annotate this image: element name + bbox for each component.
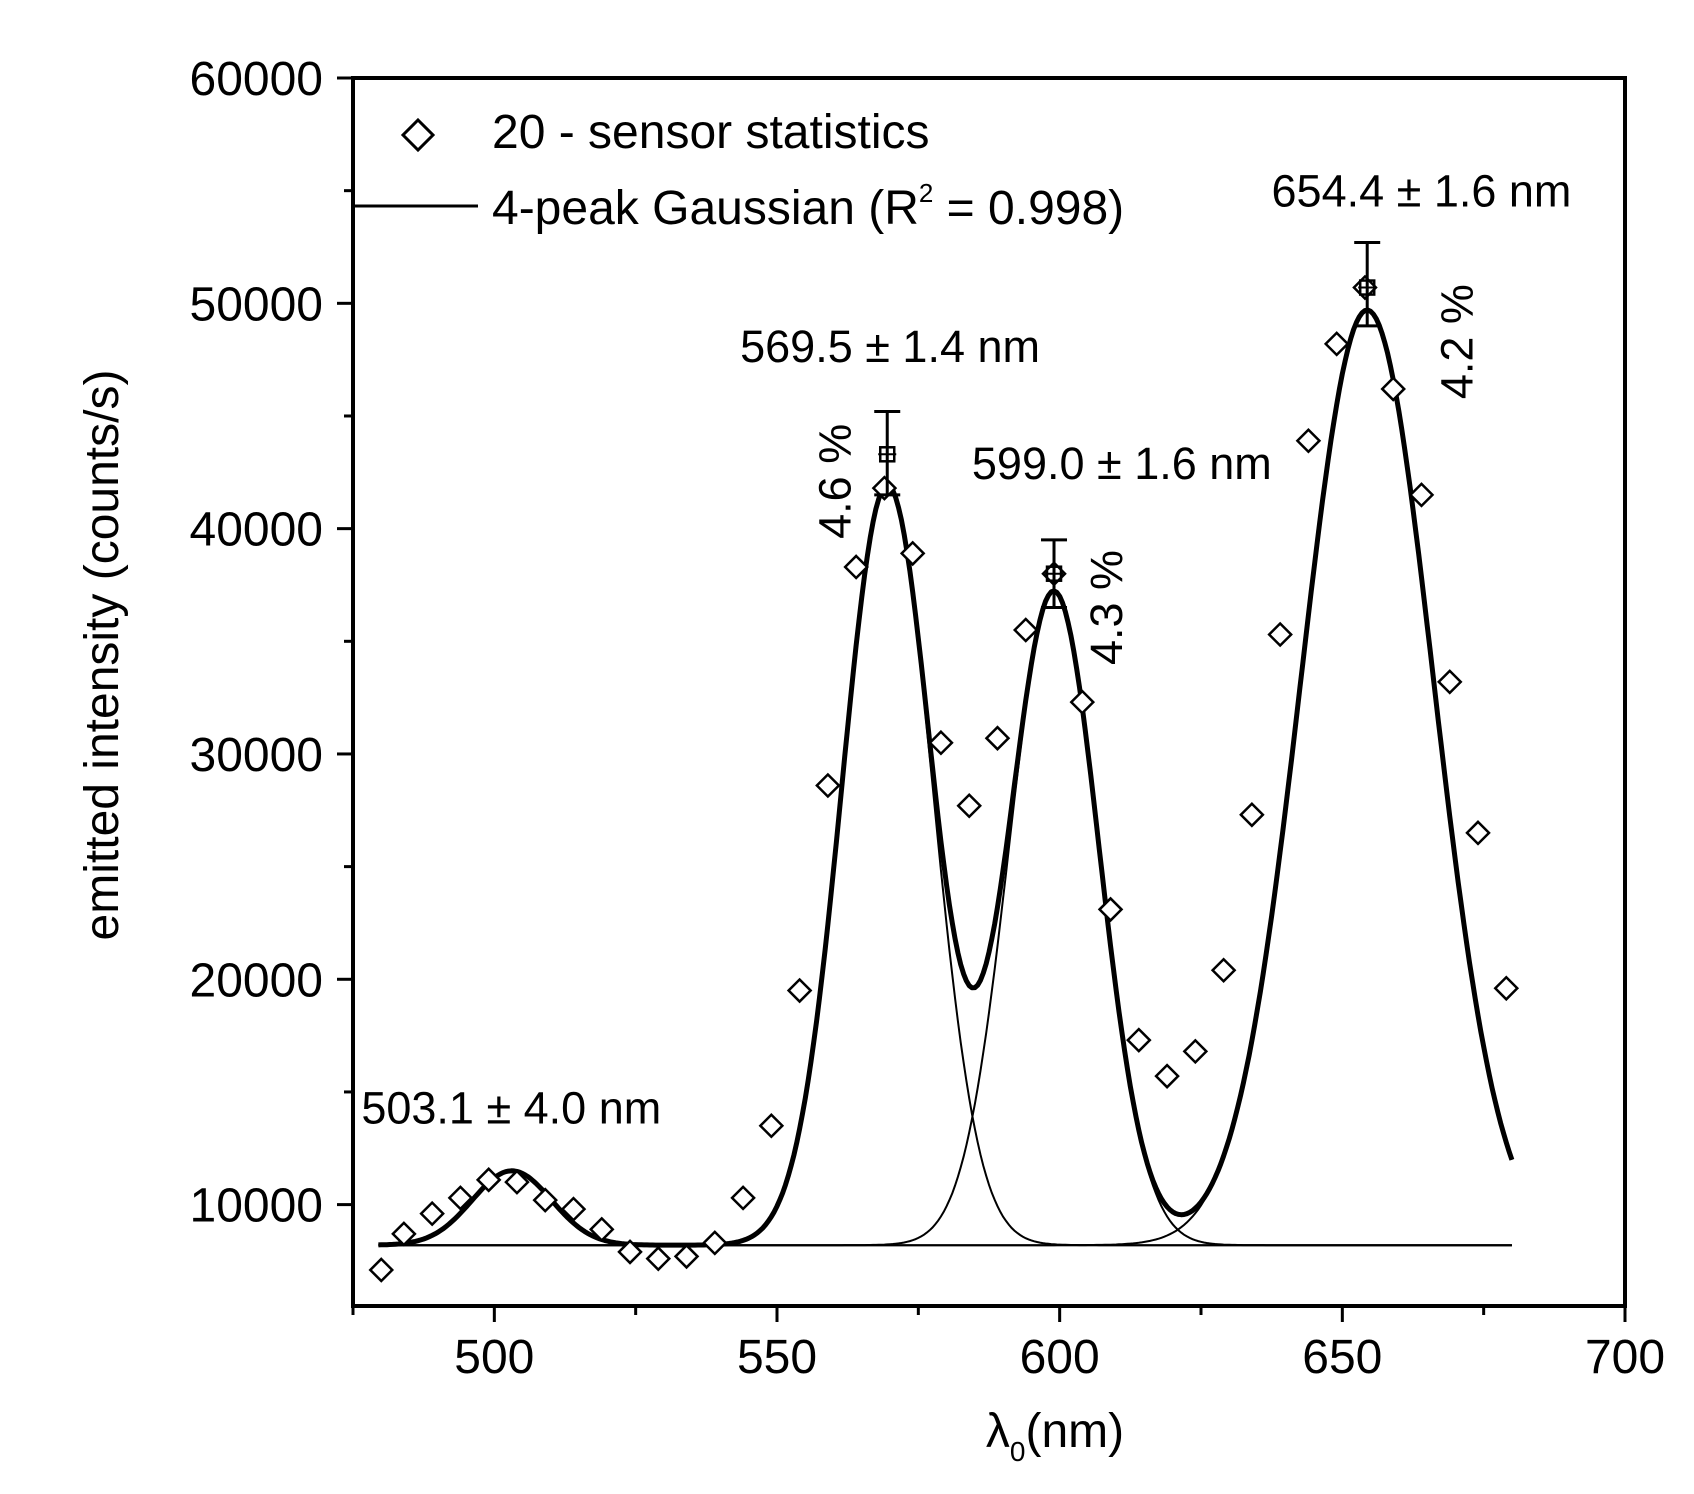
data-point	[730, 1185, 756, 1211]
tick-marks: 500 550 600 650 700 10000 20000 30000 40000 50000…	[190, 53, 1666, 1384]
y-tick-label: 60000	[190, 53, 323, 106]
data-point	[1267, 621, 1293, 648]
peak-annotation: 599.0 ± 1.6 nm	[972, 438, 1272, 489]
data-point	[532, 1187, 558, 1213]
data-point	[1380, 376, 1406, 402]
legend-diamond-marker	[400, 117, 436, 153]
data-point	[419, 1200, 445, 1227]
x-axis-unit: (nm)	[1025, 1405, 1124, 1458]
data-point	[1295, 427, 1322, 454]
y-tick-label: 20000	[190, 954, 323, 1007]
data-point	[1012, 617, 1039, 643]
data-point	[758, 1112, 785, 1139]
x-axis-title: λ0(nm)	[986, 1405, 1124, 1467]
legend: 20 - sensor statistics 4-peak Gaussian (…	[353, 106, 1124, 235]
y-tick-label: 30000	[190, 729, 323, 782]
fit-curves	[378, 307, 1515, 1248]
x-tick-label: 700	[1585, 1331, 1665, 1384]
data-point	[504, 1169, 530, 1195]
legend-fit-sup: 2	[919, 178, 933, 208]
legend-fit-prefix: 4-peak Gaussian (R	[492, 182, 919, 235]
legend-label-fit: 4-peak Gaussian (R2 = 0.998)	[492, 178, 1124, 235]
x-axis-symbol: λ	[986, 1405, 1010, 1458]
data-point	[588, 1216, 615, 1243]
data-markers	[368, 274, 1520, 1283]
error-bars	[874, 240, 1381, 610]
data-point	[1465, 820, 1491, 846]
data-point	[702, 1230, 728, 1256]
data-point	[368, 1257, 395, 1283]
data-point	[1493, 975, 1520, 1002]
peak-annotations: 503.1 ± 4.0 nm 569.5 ± 1.4 nm 599.0 ± 1.6 …	[361, 165, 1571, 1133]
data-point	[843, 554, 869, 580]
data-point	[560, 1196, 587, 1222]
data-point	[1154, 1063, 1180, 1089]
peak-annotation: 654.4 ± 1.6 nm	[1272, 165, 1572, 216]
data-point	[1126, 1027, 1152, 1053]
data-point	[1069, 689, 1096, 715]
y-tick-label: 40000	[190, 504, 323, 557]
legend-fit-suffix: = 0.998)	[933, 182, 1124, 235]
data-point	[1323, 331, 1350, 357]
x-tick-label: 600	[1020, 1331, 1100, 1384]
peak-annotation: 4.2 %	[1431, 284, 1482, 399]
peak-annotation: 4.6 %	[809, 424, 860, 539]
cumulative-fit-curve	[378, 307, 1515, 1248]
data-point	[447, 1185, 474, 1211]
x-tick-label: 650	[1302, 1331, 1382, 1384]
data-point	[617, 1239, 643, 1265]
peak-annotation: 569.5 ± 1.4 nm	[740, 321, 1040, 372]
data-point	[645, 1245, 672, 1272]
data-point	[815, 772, 841, 799]
data-point	[984, 725, 1011, 751]
data-point	[391, 1221, 417, 1247]
data-point	[673, 1243, 700, 1270]
x-axis-subscript: 0	[1010, 1436, 1026, 1467]
peak-annotation: 4.3 %	[1081, 550, 1132, 665]
data-point	[928, 729, 954, 756]
data-point	[1436, 669, 1463, 695]
y-tick-label: 10000	[190, 1180, 323, 1233]
peak-annotation: 503.1 ± 4.0 nm	[361, 1082, 661, 1133]
data-point	[1239, 802, 1265, 828]
data-point	[1182, 1038, 1209, 1065]
data-point	[899, 540, 926, 567]
data-point	[1408, 482, 1435, 508]
y-axis-title: emitted intensity (counts/s)	[76, 370, 129, 941]
x-tick-label: 500	[454, 1331, 534, 1384]
data-point	[1097, 896, 1124, 923]
x-tick-label: 550	[737, 1331, 817, 1384]
legend-label-data: 20 - sensor statistics	[492, 106, 929, 159]
data-point	[956, 793, 982, 819]
plot-frame	[351, 76, 1627, 1308]
data-point	[1210, 957, 1237, 984]
y-tick-label: 50000	[190, 278, 323, 331]
data-point	[786, 977, 813, 1004]
data-point	[475, 1167, 502, 1193]
